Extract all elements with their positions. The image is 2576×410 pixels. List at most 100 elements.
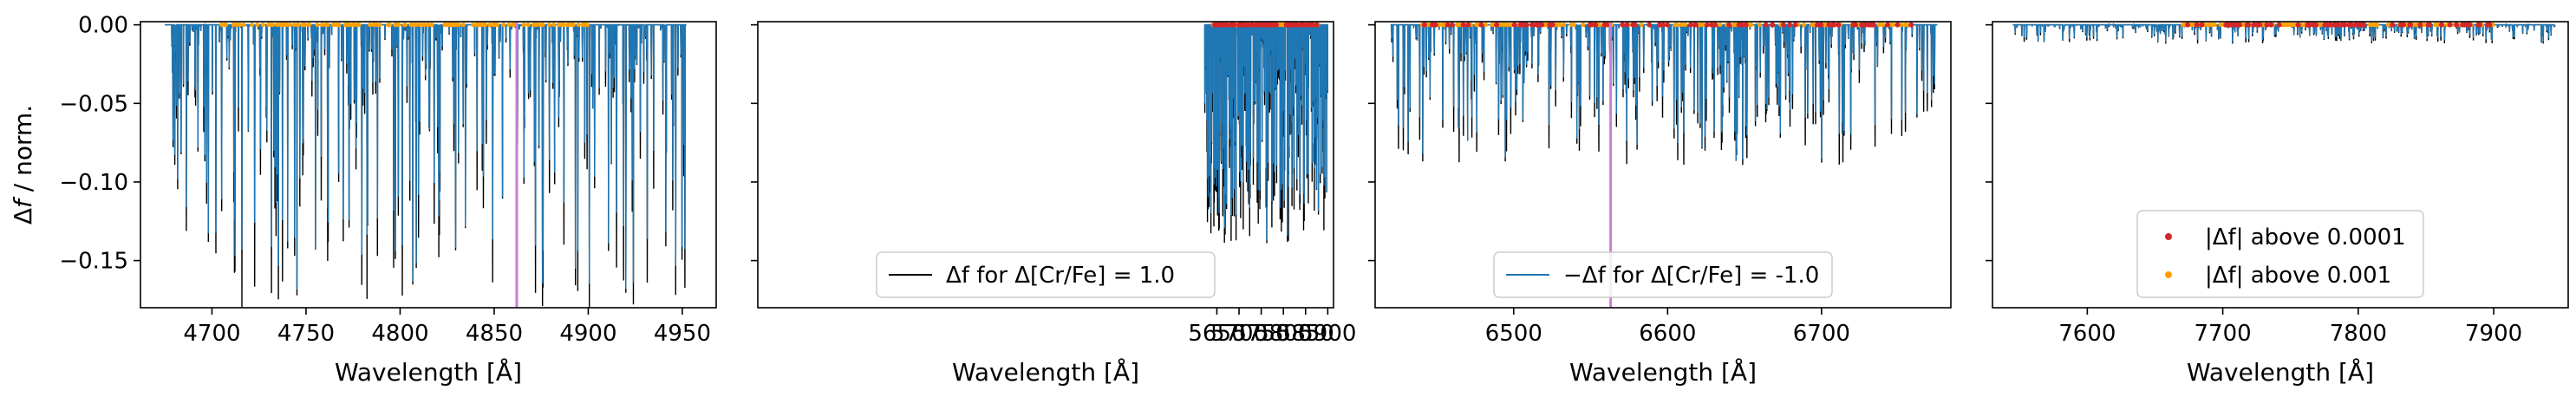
dot-above-0.0001 bbox=[1770, 22, 1776, 28]
dot-above-0.0001 bbox=[1449, 22, 1455, 28]
x-axis-label: Wavelength [Å] bbox=[952, 357, 1139, 387]
dot-above-0.0001 bbox=[1850, 22, 1856, 28]
legend-box bbox=[876, 251, 1216, 298]
dot-above-0.0001 bbox=[1494, 22, 1500, 28]
dot-above-0.0001 bbox=[2244, 22, 2250, 28]
dot-above-0.001 bbox=[250, 23, 255, 28]
dot-above-0.001 bbox=[2260, 23, 2266, 28]
dot-above-0.0001 bbox=[2313, 22, 2319, 28]
axes-frame bbox=[757, 21, 1334, 309]
legend-marker bbox=[2165, 233, 2172, 240]
plot-area bbox=[1203, 22, 1328, 244]
dot-above-0.0001 bbox=[1861, 22, 1867, 28]
dot-above-0.001 bbox=[350, 23, 355, 28]
x-tick-label: 5650 bbox=[1188, 321, 1245, 347]
dot-above-0.0001 bbox=[2425, 22, 2431, 28]
x-tick-label: 5800 bbox=[1255, 321, 1312, 347]
dot-above-0.001 bbox=[501, 23, 506, 28]
dot-above-0.001 bbox=[576, 23, 581, 28]
x-tick-label: 7900 bbox=[2465, 321, 2522, 347]
dot-above-0.001 bbox=[460, 23, 466, 28]
x-tick-label: 6700 bbox=[1793, 321, 1850, 347]
panels: 0.00 −0.05 −0.10 −0.15 4700 4750 4800 4850 4900 4… bbox=[59, 13, 2569, 387]
dot-above-0.001 bbox=[2318, 23, 2324, 28]
dot-above-0.0001 bbox=[2268, 22, 2274, 28]
panel-4: 7600 7700 7800 7900 Wavelength [Å] |Δf| above… bbox=[1986, 21, 2569, 387]
dot-above-0.001 bbox=[1683, 23, 1688, 28]
dot-above-0.001 bbox=[492, 23, 497, 28]
dot-above-0.001 bbox=[1699, 23, 1704, 28]
dot-above-0.001 bbox=[1679, 23, 1684, 28]
dot-above-0.001 bbox=[1581, 23, 1586, 28]
dot-above-0.001 bbox=[580, 23, 585, 28]
dot-above-0.0001 bbox=[1895, 22, 1901, 28]
dot-above-0.001 bbox=[532, 23, 538, 28]
dot-above-0.001 bbox=[224, 23, 229, 28]
dot-above-0.001 bbox=[320, 23, 324, 28]
dot-above-0.0001 bbox=[1511, 22, 1517, 28]
x-tick-label: 4950 bbox=[654, 321, 711, 347]
dot-above-0.0001 bbox=[1660, 22, 1666, 28]
x-tick-label: 4700 bbox=[183, 321, 240, 347]
dot-above-0.0001 bbox=[2327, 22, 2333, 28]
y-tick-label: −0.05 bbox=[59, 91, 128, 117]
x-tick-label: 7700 bbox=[2194, 321, 2252, 347]
dot-above-0.001 bbox=[1571, 23, 1576, 28]
dot-above-0.001 bbox=[422, 23, 427, 28]
dot-above-0.0001 bbox=[1726, 22, 1732, 28]
dot-above-0.001 bbox=[417, 23, 422, 28]
dot-above-0.0001 bbox=[1763, 22, 1769, 28]
legend-entry-label: Δf for Δ[Cr/Fe] = 1.0 bbox=[946, 263, 1175, 289]
dot-above-0.001 bbox=[2371, 23, 2377, 28]
dot-above-0.001 bbox=[1508, 23, 1513, 28]
dot-above-0.0001 bbox=[1620, 22, 1626, 28]
x-tick-label: 5700 bbox=[1210, 321, 1268, 347]
dot-above-0.0001 bbox=[2264, 22, 2270, 28]
dot-above-0.0001 bbox=[1216, 22, 1223, 28]
dot-above-0.001 bbox=[585, 23, 590, 28]
dot-above-0.0001 bbox=[1265, 22, 1271, 28]
dot-above-0.001 bbox=[288, 23, 293, 28]
x-tick-label: 7800 bbox=[2330, 321, 2387, 347]
dot-above-0.0001 bbox=[2199, 22, 2205, 28]
dot-above-0.001 bbox=[374, 23, 379, 28]
dot-above-0.0001 bbox=[1743, 22, 1749, 28]
x-axis-label: Wavelength [Å] bbox=[2187, 357, 2374, 387]
dot-above-0.001 bbox=[1899, 23, 1904, 28]
x-tick-label: 4900 bbox=[559, 321, 616, 347]
dot-above-0.001 bbox=[1881, 23, 1886, 28]
dot-above-0.0001 bbox=[1647, 22, 1653, 28]
dot-above-0.001 bbox=[1810, 23, 1816, 28]
x-tick-label: 5900 bbox=[1299, 321, 1356, 347]
x-tick-label: 4800 bbox=[371, 321, 428, 347]
dot-above-0.001 bbox=[483, 23, 488, 28]
panel-3: 6500 6600 6700 Wavelength [Å] −Δf for Δ[Cr/F… bbox=[1368, 21, 1952, 387]
dot-above-0.001 bbox=[447, 23, 453, 28]
dot-above-0.001 bbox=[475, 23, 480, 28]
dot-above-0.0001 bbox=[2342, 22, 2348, 28]
dot-above-0.001 bbox=[453, 23, 458, 28]
dot-above-0.001 bbox=[1504, 23, 1510, 28]
dot-above-0.001 bbox=[323, 23, 328, 28]
dot-above-0.0001 bbox=[2407, 22, 2413, 28]
dot-above-0.0001 bbox=[2460, 22, 2466, 28]
dot-above-0.0001 bbox=[1274, 22, 1279, 28]
dot-above-0.0001 bbox=[1692, 22, 1699, 28]
dot-above-0.0001 bbox=[2295, 22, 2301, 28]
legend: Δf for Δ[Cr/Fe] = 1.0 bbox=[876, 251, 1216, 298]
dot-above-0.0001 bbox=[1429, 22, 1435, 28]
dot-above-0.0001 bbox=[1465, 22, 1471, 28]
dot-above-0.0001 bbox=[1308, 22, 1314, 28]
plot-area bbox=[165, 22, 687, 308]
dot-above-0.0001 bbox=[1239, 22, 1245, 28]
dot-above-0.001 bbox=[218, 23, 224, 28]
dot-above-0.0001 bbox=[1314, 22, 1320, 28]
dot-above-0.0001 bbox=[1688, 22, 1693, 28]
dot-above-0.001 bbox=[1484, 23, 1488, 28]
dot-above-0.001 bbox=[1888, 23, 1894, 28]
dot-above-0.001 bbox=[255, 23, 260, 28]
dot-above-0.0001 bbox=[2332, 22, 2338, 28]
dot-above-0.0001 bbox=[2417, 22, 2423, 28]
dot-above-0.0001 bbox=[1780, 22, 1786, 28]
dot-above-0.0001 bbox=[1818, 22, 1824, 28]
